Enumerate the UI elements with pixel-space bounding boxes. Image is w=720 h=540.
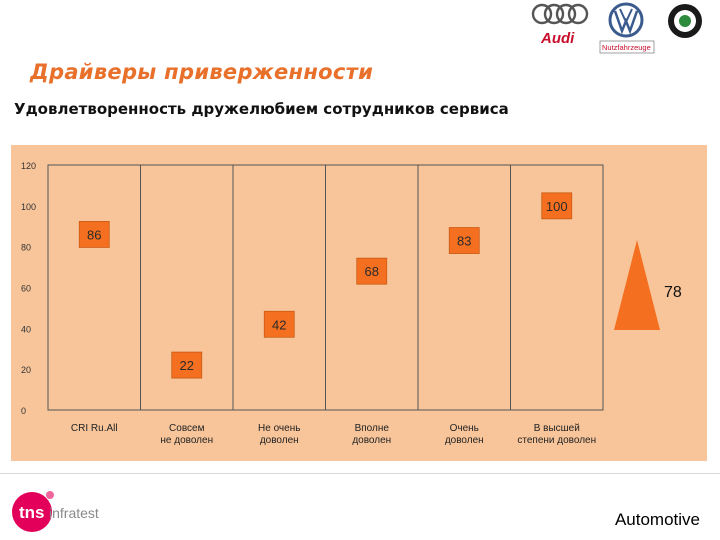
audi-wordmark: Audi [540,30,575,47]
data-label: 83 [457,234,471,249]
vw-logo [608,2,644,38]
data-label: 100 [546,199,568,214]
y-tick-label: 20 [21,365,31,375]
footer-divider [0,473,720,474]
y-tick-label: 100 [21,202,36,212]
data-marker [78,221,110,248]
score-indicator-label: 78 [664,284,682,301]
data-marker [171,351,203,379]
page-title: Драйверы приверженности [30,60,374,84]
data-marker [356,257,388,285]
score-indicator-triangle [614,240,660,330]
data-marker [263,310,295,338]
category-label: Не очень доволен [258,423,300,446]
brand-logos: Audi Nutzfahrzeuge [531,2,702,54]
infratest-text: infratest [49,505,99,521]
data-marker [541,192,573,220]
data-label: 86 [87,227,101,242]
tns-infratest-logo: tns infratest [12,491,99,532]
data-label: 22 [180,358,194,373]
tns-logo-text: tns [19,503,45,522]
data-label: 42 [272,317,286,332]
y-tick-label: 40 [21,324,31,334]
footer-automotive-label: Automotive [614,510,700,529]
y-tick-label: 80 [21,243,31,253]
category-label: Совсем не доволен [160,423,213,446]
category-label: CRI Ru.All [71,423,118,434]
data-marker [448,227,480,254]
y-tick-label: 120 [21,161,36,171]
page-subtitle: Удовлетворенность дружелюбием сотруднико… [14,100,509,118]
category-label: Вполне доволен [352,423,391,446]
data-label: 68 [365,264,379,279]
audi-rings-logo [531,3,589,25]
vw-nutzfahrzeuge-label: Nutzfahrzeuge [602,43,651,52]
chart-background [11,145,707,461]
category-label: В высшей степени доволен [517,423,596,446]
category-label: Очень доволен [445,423,484,446]
y-tick-label: 0 [21,406,26,416]
y-tick-label: 60 [21,284,31,294]
skoda-logo [668,4,702,38]
